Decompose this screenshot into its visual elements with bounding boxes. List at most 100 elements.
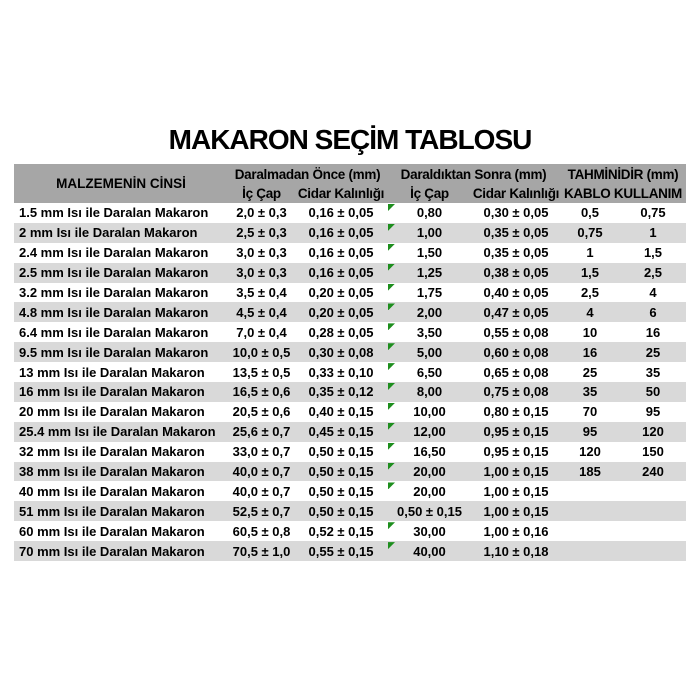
wall-thickness-after-cell: 1,00 ± 0,15 [483,503,549,519]
error-indicator-icon [388,263,395,271]
wall-thickness-before-cell: 0,52 ± 0,15 [308,523,374,539]
wall-thickness-after-cell: 0,75 ± 0,08 [483,384,549,400]
cable-usage-min-cell: 0,75 [577,225,603,241]
cable-usage-min-cell: 10 [582,324,598,340]
cable-usage-max-cell: 25 [645,344,661,360]
inner-diameter-before-cell: 3,0 ± 0,3 [236,265,287,281]
cable-usage-min-cell: 16 [582,344,598,360]
cable-usage-min-cell: 0,5 [580,205,600,221]
inner-diameter-before-cell: 7,0 ± 0,4 [236,324,287,340]
cable-usage-max-cell: 50 [645,384,661,400]
cable-usage-max-cell: 16 [645,324,661,340]
material-name-cell: 6.4 mm Isı ile Daralan Makaron [19,324,209,340]
wall-thickness-after-cell: 0,55 ± 0,08 [483,324,549,340]
inner-diameter-before-cell: 60,5 ± 0,8 [232,523,291,539]
material-name-cell: 51 mm Isı ile Daralan Makaron [19,503,205,519]
wall-thickness-before-cell: 0,16 ± 0,05 [308,265,374,281]
table-row: 2 mm Isı ile Daralan Makaron 2,5 ± 0,3 0,1… [14,222,686,243]
wall-thickness-before-cell: 0,20 ± 0,05 [308,304,374,320]
table-row: 9.5 mm Isı ile Daralan Makaron 10,0 ± 0,5… [14,342,686,363]
wall-thickness-after-cell: 0,80 ± 0,15 [483,404,549,420]
inner-diameter-after-cell: 30,00 [387,521,472,541]
inner-diameter-after-cell: 20,00 [387,462,472,482]
inner-diameter-before-cell: 33,0 ± 0,7 [232,444,291,460]
inner-diameter-before-cell: 16,5 ± 0,6 [232,384,291,400]
wall-thickness-after-cell: 1,10 ± 0,18 [483,543,549,559]
header-right: Daralmadan Önce (mm) Daraldıktan Sonra (… [228,164,686,203]
inner-diameter-before-cell: 13,5 ± 0,5 [232,364,291,380]
cable-usage-min-cell: 70 [582,404,598,420]
header-group-row: Daralmadan Önce (mm) Daraldıktan Sonra (… [228,164,686,184]
material-name-cell: 2.5 mm Isı ile Daralan Makaron [19,265,209,281]
cable-usage-min-cell: 4 [586,304,594,320]
table-header: MALZEMENİN CİNSİ Daralmadan Önce (mm) Da… [14,164,686,203]
inner-diameter-after-cell: 3,50 [387,322,472,342]
error-indicator-icon [388,323,395,331]
wall-thickness-before-cell: 0,33 ± 0,10 [308,364,374,380]
error-indicator-icon [388,283,395,291]
cable-usage-max-cell: 4 [649,285,657,300]
wall-thickness-before-cell: 0,28 ± 0,05 [308,324,374,340]
material-name-cell: 13 mm Isı ile Daralan Makaron [19,364,205,380]
cable-usage-min-cell: 120 [579,444,601,460]
error-indicator-icon [388,343,395,351]
inner-diameter-before-cell: 25,6 ± 0,7 [232,424,291,440]
inner-diameter-before-cell: 3,0 ± 0,3 [236,245,287,261]
header-group-estimated: TAHMİNİDİR (mm) [567,166,679,182]
inner-diameter-after-cell: 5,00 [387,342,472,362]
header-inner-diameter-after: İç Çap [410,186,449,201]
header-cable-usage: KABLO KULLANIM [563,186,683,201]
inner-diameter-after-cell: 8,00 [387,382,472,402]
cable-usage-max-cell: 1 [649,225,657,241]
error-indicator-icon [388,422,395,430]
inner-diameter-after-cell: 6,50 [387,362,472,382]
table-row: 60 mm Isı ile Daralan Makaron 60,5 ± 0,8 0… [14,521,686,542]
cable-usage-min-cell: 35 [582,384,598,400]
inner-diameter-after-cell: 0,80 [387,203,472,223]
cable-usage-min-cell [560,521,620,541]
cable-usage-min-cell [560,481,620,501]
wall-thickness-before-cell: 0,16 ± 0,05 [308,225,374,241]
material-name-cell: 38 mm Isı ile Daralan Makaron [19,464,205,480]
inner-diameter-before-cell: 10,0 ± 0,5 [232,344,291,360]
cable-usage-min-cell: 185 [579,464,601,480]
cable-usage-max-cell: 240 [642,464,664,480]
table-row: 25.4 mm Isı ile Daralan Makaron 25,6 ± 0,… [14,421,686,442]
wall-thickness-after-cell: 1,00 ± 0,15 [483,483,549,499]
material-name-cell: 16 mm Isı ile Daralan Makaron [19,384,205,400]
wall-thickness-after-cell: 0,30 ± 0,05 [483,205,549,221]
wall-thickness-before-cell: 0,30 ± 0,08 [308,344,374,360]
selection-table: MALZEMENİN CİNSİ Daralmadan Önce (mm) Da… [14,164,686,562]
table-row: 6.4 mm Isı ile Daralan Makaron 7,0 ± 0,4 0… [14,322,686,343]
header-wall-thickness-before: Cidar Kalınlığı [297,186,385,201]
cable-usage-max-cell: 95 [645,404,661,420]
material-name-cell: 40 mm Isı ile Daralan Makaron [19,483,205,499]
wall-thickness-after-cell: 0,65 ± 0,08 [483,364,549,380]
wall-thickness-after-cell: 0,95 ± 0,15 [483,424,549,440]
material-name-cell: 2 mm Isı ile Daralan Makaron [19,225,198,241]
cable-usage-max-cell [620,541,686,561]
header-group-after-shrink: Daraldıktan Sonra (mm) [400,166,547,182]
table-row: 51 mm Isı ile Daralan Makaron 52,5 ± 0,7 0… [14,501,686,522]
inner-diameter-after-cell: 1,75 [387,283,472,303]
material-name-cell: 70 mm Isı ile Daralan Makaron [19,543,205,559]
cable-usage-min-cell [560,501,620,521]
cable-usage-max-cell: 150 [642,444,664,460]
cable-usage-min-cell: 2,5 [580,285,600,300]
error-indicator-icon [388,243,395,251]
inner-diameter-after-cell: 16,50 [387,442,472,462]
error-indicator-icon [388,522,395,530]
cable-usage-max-cell [620,501,686,521]
table-row: 3.2 mm Isı ile Daralan Makaron 3,5 ± 0,4 0… [14,282,686,303]
wall-thickness-before-cell: 0,50 ± 0,15 [308,444,374,460]
table-row: 32 mm Isı ile Daralan Makaron 33,0 ± 0,7 0… [14,441,686,462]
inner-diameter-before-cell: 4,5 ± 0,4 [236,304,287,320]
cable-usage-max-cell [620,481,686,501]
wall-thickness-after-cell: 0,47 ± 0,05 [483,304,549,320]
table-row: 20 mm Isı ile Daralan Makaron 20,5 ± 0,6 0… [14,401,686,422]
wall-thickness-before-cell: 0,40 ± 0,15 [308,404,374,420]
wall-thickness-after-cell: 0,35 ± 0,05 [483,225,549,241]
wall-thickness-before-cell: 0,20 ± 0,05 [308,285,374,300]
error-indicator-icon [388,482,395,490]
